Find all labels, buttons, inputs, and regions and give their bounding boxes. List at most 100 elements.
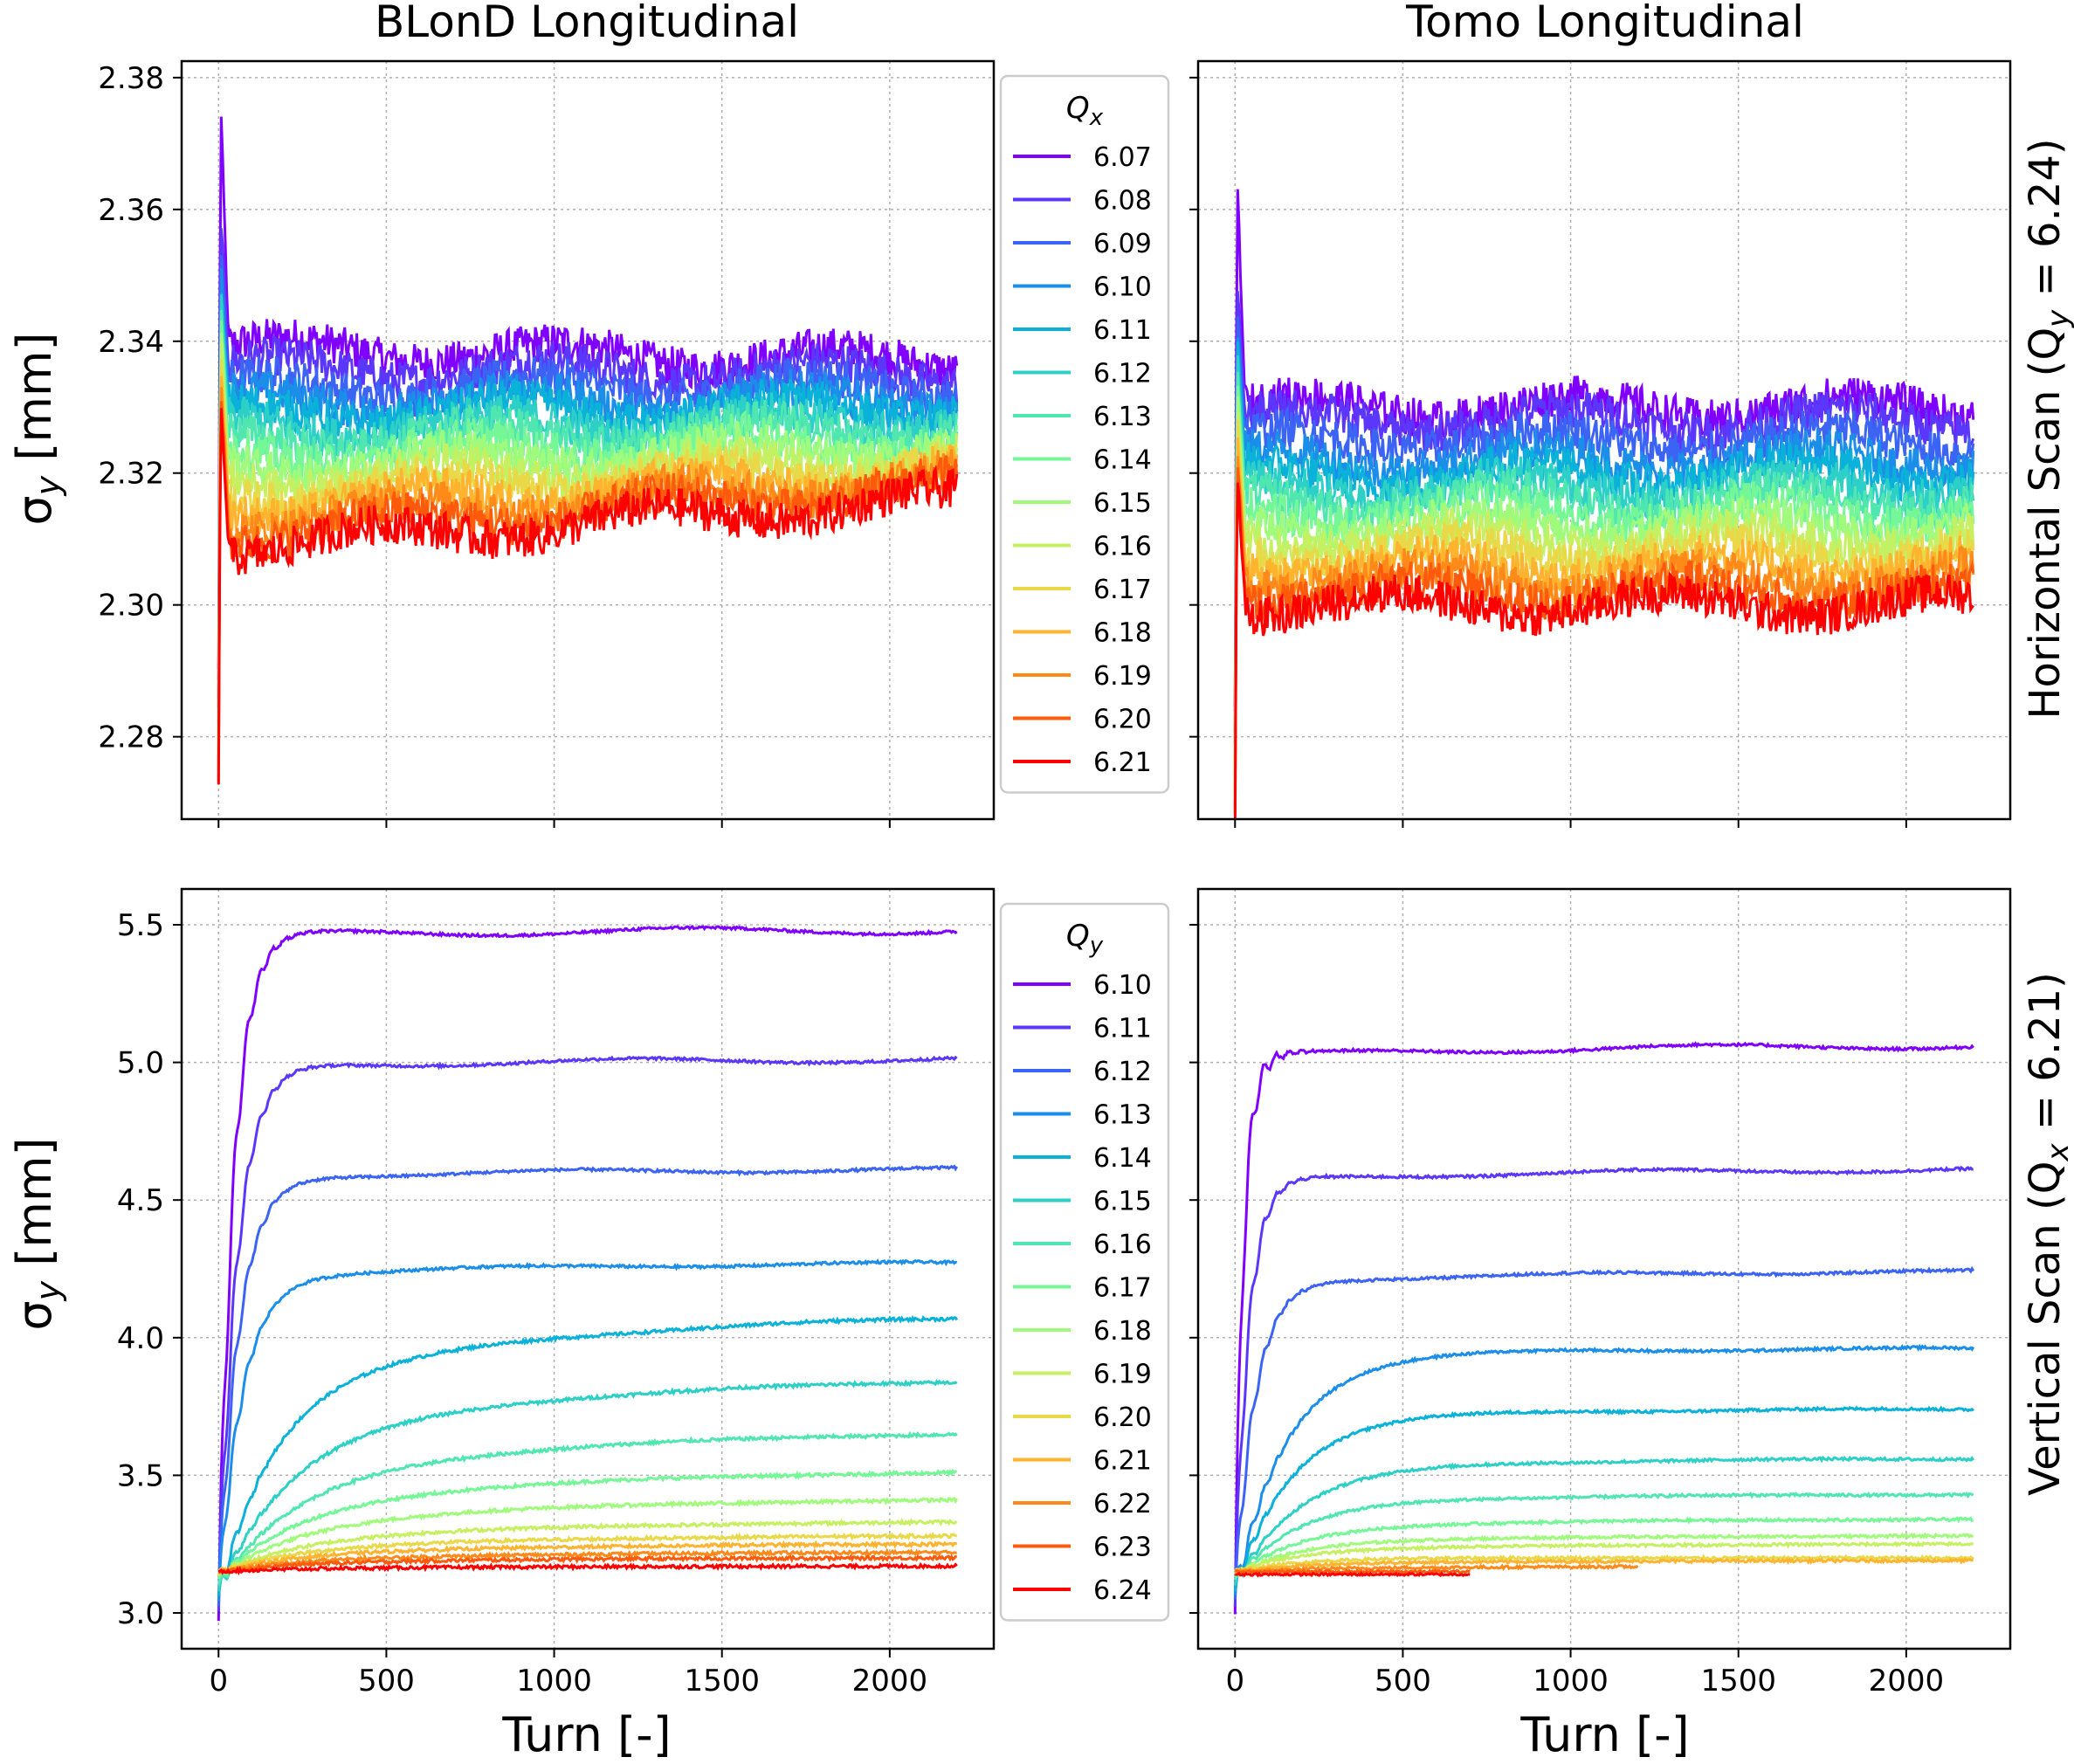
series-line-6-12 <box>1233 1265 1974 1600</box>
series-line-6-21 <box>1235 1556 1974 1575</box>
series-line-6-07 <box>217 116 959 670</box>
series-line-6-17 <box>1233 1516 1974 1579</box>
panel-top-left: 2.28 2.30 2.32 2.34 2.36 2.38 <box>98 59 996 828</box>
series-line-6-15 <box>217 1379 958 1592</box>
series-group <box>1233 189 1975 819</box>
panel-bottom-right: 0 500 1000 1500 2000 <box>1189 887 2012 1699</box>
series-line-6-22 <box>217 1547 957 1574</box>
column-title-blond: BLonD Longitudinal <box>375 0 799 47</box>
y-tick-label: 3.0 <box>117 1596 164 1631</box>
series-line-6-12 <box>217 1164 958 1607</box>
legend-frame <box>999 902 1170 1622</box>
legend-entry: 6.12 <box>1093 359 1152 389</box>
legend-entry: 6.08 <box>1093 186 1152 217</box>
y-tick-label: 2.34 <box>98 325 164 360</box>
panel-top-right <box>1189 59 2012 828</box>
legend-entry: 6.15 <box>1093 488 1152 519</box>
y-axis-label-bottom: σy [mm] <box>7 1137 67 1330</box>
y-tick-label: 2.38 <box>98 61 164 96</box>
series-line-6-21 <box>217 408 959 785</box>
series-line-6-23 <box>1235 1568 1471 1575</box>
x-tick-label: 500 <box>1375 1664 1431 1699</box>
y-tick-label: 4.0 <box>117 1321 164 1356</box>
row-label-horizontal-scan: Horizontal Scan (Qy = 6.24) <box>2021 138 2074 719</box>
legend-entry: 6.21 <box>1093 1446 1152 1477</box>
series-line-6-13 <box>217 1258 958 1602</box>
legend-entry: 6.09 <box>1093 229 1152 259</box>
legend-entry: 6.20 <box>1093 705 1152 735</box>
legend-qy: Qy6.106.116.126.136.146.156.166.176.186.… <box>999 902 1170 1622</box>
series-line-6-15 <box>217 333 959 736</box>
series-line-6-16 <box>217 1430 958 1586</box>
legend-entry: 6.11 <box>1093 315 1152 346</box>
x-axis-label-left: Turn [-] <box>501 1707 671 1762</box>
legend-entry: 6.19 <box>1093 661 1152 692</box>
series-group <box>217 116 959 785</box>
legend-entry: 6.14 <box>1093 445 1152 476</box>
axes-frame <box>180 887 996 1650</box>
y-tick-label: 2.30 <box>98 589 164 624</box>
legend-entry: 6.23 <box>1093 1533 1152 1563</box>
legend-entry: 6.17 <box>1093 1273 1152 1304</box>
series-line-6-17 <box>217 1468 957 1580</box>
x-tick-label: 1000 <box>1533 1664 1609 1699</box>
legend-entry: 6.18 <box>1093 1316 1152 1347</box>
legend-entry: 6.22 <box>1093 1489 1152 1519</box>
x-tick-label: 1500 <box>684 1664 760 1699</box>
legend-entry: 6.17 <box>1093 575 1152 605</box>
series-line-6-21 <box>1233 482 1974 819</box>
legend-entry: 6.15 <box>1093 1187 1152 1217</box>
series-line-6-10 <box>217 925 958 1622</box>
series-line-6-14 <box>217 1314 958 1596</box>
series-line-6-12 <box>1233 355 1975 745</box>
legend-entry: 6.21 <box>1093 748 1152 778</box>
legend-entry: 6.13 <box>1093 1100 1152 1131</box>
axes-frame <box>180 59 996 821</box>
series-line-6-20 <box>217 1532 957 1575</box>
x-tick-label: 1000 <box>516 1664 592 1699</box>
series-line-6-18 <box>217 1496 959 1577</box>
series-line-6-16 <box>1233 1491 1974 1581</box>
y-tick-label: 5.0 <box>117 1046 164 1081</box>
legend-entry: 6.10 <box>1093 970 1152 1001</box>
legend-entry: 6.11 <box>1093 1014 1152 1044</box>
legend-entry: 6.20 <box>1093 1402 1152 1433</box>
y-tick-label: 3.5 <box>117 1458 164 1493</box>
series-line-6-18 <box>1233 1532 1974 1575</box>
series-line-6-10 <box>1233 1041 1974 1615</box>
series-group <box>1233 1041 1975 1615</box>
series-line-6-20 <box>1233 467 1975 814</box>
legend-entry: 6.19 <box>1093 1360 1152 1390</box>
legend-qx: Qx6.076.086.096.106.116.126.136.146.156.… <box>999 74 1170 794</box>
legend-entry: 6.13 <box>1093 402 1152 432</box>
y-tick-label: 5.5 <box>117 908 164 943</box>
series-line-6-16 <box>1233 412 1975 777</box>
series-line-6-24 <box>217 1561 958 1576</box>
legend-frame <box>999 74 1170 794</box>
y-axis-label-top: σy [mm] <box>7 332 67 525</box>
series-line-6-11 <box>217 1055 958 1612</box>
x-axis-label-right: Turn [-] <box>1519 1707 1689 1762</box>
series-line-6-20 <box>1233 1554 1974 1574</box>
x-tick-label: 500 <box>358 1664 415 1699</box>
series-line-6-19 <box>1234 1540 1974 1573</box>
y-tick-label: 4.5 <box>117 1183 164 1218</box>
row-label-vertical-scan: Vertical Scan (Qx = 6.21) <box>2021 972 2074 1496</box>
legend-entry: 6.18 <box>1093 618 1152 649</box>
x-tick-label: 0 <box>209 1664 228 1699</box>
x-tick-label: 1500 <box>1700 1664 1776 1699</box>
legend-entry: 6.14 <box>1093 1143 1152 1174</box>
y-tick-label: 2.36 <box>98 193 164 228</box>
series-line-6-13 <box>1233 1343 1975 1595</box>
series-group <box>217 925 959 1622</box>
legend-entry: 6.10 <box>1093 272 1152 303</box>
y-tick-label: 2.32 <box>98 457 164 492</box>
legend-entry: 6.12 <box>1093 1057 1152 1087</box>
x-tick-label: 2000 <box>852 1664 928 1699</box>
legend-entry: 6.07 <box>1093 142 1152 173</box>
series-line-6-19 <box>217 1517 958 1576</box>
column-title-tomo: Tomo Longitudinal <box>1405 0 1804 47</box>
series-line-6-14 <box>1233 1405 1974 1592</box>
series-line-6-08 <box>1233 291 1975 713</box>
